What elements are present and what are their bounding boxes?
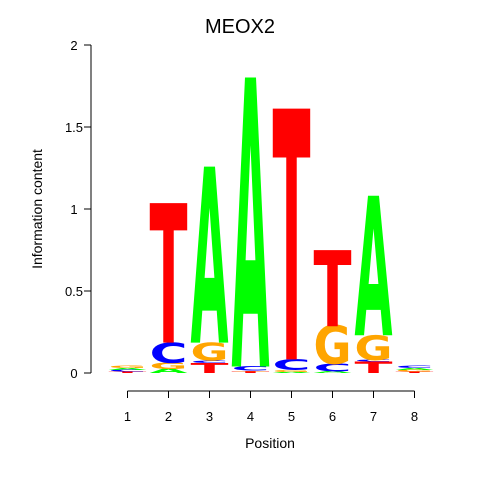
logo-letter-a: A <box>232 0 270 460</box>
y-tick-label: 0 <box>70 366 77 381</box>
x-tick-label: 3 <box>206 409 213 424</box>
logo-letter-c: C <box>314 362 352 374</box>
logo-letter-t: T <box>355 358 393 377</box>
y-tick-label: 2 <box>70 38 77 53</box>
logo-letter-t: T <box>396 371 434 373</box>
logo-letter-a: A <box>109 368 147 371</box>
x-tick-label: 1 <box>124 409 131 424</box>
x-tick-label: 4 <box>247 409 254 424</box>
x-tick-label: 6 <box>329 409 336 424</box>
logo-letter-g: G <box>109 365 147 369</box>
logo-letter-g: G <box>355 328 393 368</box>
logo-letter-t: T <box>273 41 311 442</box>
logo-letter-t: T <box>314 229 352 351</box>
logo-letter-a: A <box>191 120 229 401</box>
logo-letter-a: A <box>273 372 311 374</box>
y-axis-label: Information content <box>29 149 45 269</box>
logo-letter-t: T <box>191 360 229 376</box>
y-tick-label: 1.5 <box>65 120 83 135</box>
x-tick-label: 8 <box>411 409 418 424</box>
logo-letter-g: G <box>273 370 311 373</box>
logo-letter-a: A <box>314 371 352 374</box>
x-tick-label: 7 <box>370 409 377 424</box>
logo-letter-c: C <box>191 360 229 364</box>
logo-letter-a: A <box>355 157 393 380</box>
logo-letter-a: A <box>396 368 434 371</box>
logo-letter-c: C <box>355 359 393 362</box>
x-axis: 1 2 3 4 5 6 7 8 <box>124 390 418 424</box>
logo-letter-g: G <box>232 370 270 371</box>
logo-letter-c: C <box>273 356 311 373</box>
y-tick-label: 0.5 <box>65 284 83 299</box>
logo-letter-t: T <box>109 371 147 373</box>
x-tick-label: 5 <box>288 409 295 424</box>
y-axis: 0 0.5 1 1.5 2 <box>65 38 92 381</box>
logo-letter-c: C <box>150 337 188 369</box>
logo-letter-t: T <box>232 371 270 374</box>
logo-letter-g: G <box>396 370 434 373</box>
logo-letter-c: C <box>396 365 434 369</box>
chart-title: MEOX2 <box>205 16 275 38</box>
logo-letter-c: C <box>109 370 147 373</box>
logo-letter-a: A <box>150 368 188 375</box>
logo-letter-c: C <box>232 365 270 372</box>
logo-letter-t: T <box>150 166 188 389</box>
logo-letter-g: G <box>150 360 188 371</box>
y-tick-label: 1 <box>70 202 77 217</box>
logo-letter-g: G <box>314 315 352 376</box>
x-tick-label: 2 <box>165 409 172 424</box>
x-axis-label: Position <box>245 435 295 451</box>
logo-letter-g: G <box>191 337 229 367</box>
